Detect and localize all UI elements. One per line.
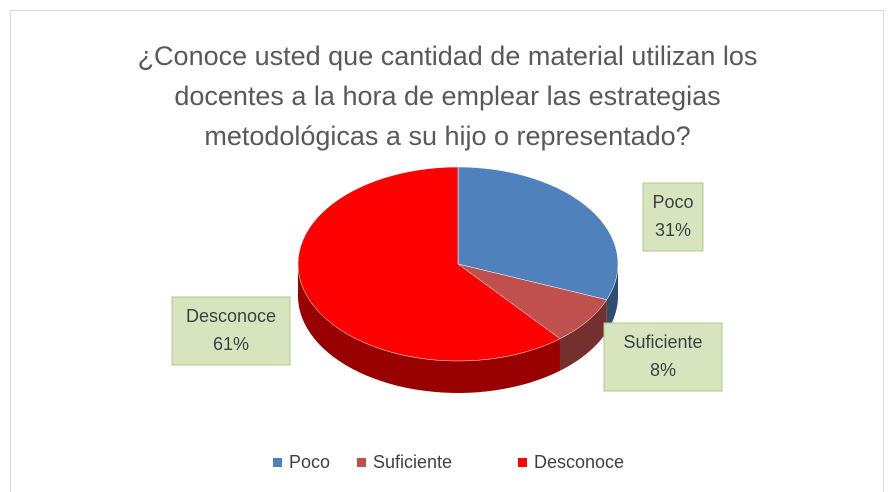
legend-swatch (518, 458, 527, 467)
data-label-box (642, 182, 704, 252)
slice (457, 166, 619, 300)
data-label-box (603, 322, 723, 392)
data-label-value: 8% (650, 360, 676, 380)
chart-title: ¿Conoce usted que cantidad de material u… (137, 41, 758, 151)
data-label-name: Poco (652, 192, 693, 212)
data-label-name: Suficiente (623, 332, 702, 352)
data-label-box (171, 296, 291, 366)
data-label-name: Desconoce (186, 306, 276, 326)
chart-frame (10, 10, 884, 492)
legend-swatch (357, 458, 366, 467)
slice-side (606, 264, 618, 332)
legend-label: Suficiente (373, 452, 452, 472)
slice-side (298, 264, 560, 393)
legend-label: Poco (289, 452, 330, 472)
legend-swatch (273, 458, 282, 467)
legend-label: Desconoce (534, 452, 624, 472)
slice-side (559, 299, 607, 371)
data-label-value: 31% (655, 220, 691, 240)
slice (297, 166, 561, 362)
data-label-value: 61% (213, 334, 249, 354)
